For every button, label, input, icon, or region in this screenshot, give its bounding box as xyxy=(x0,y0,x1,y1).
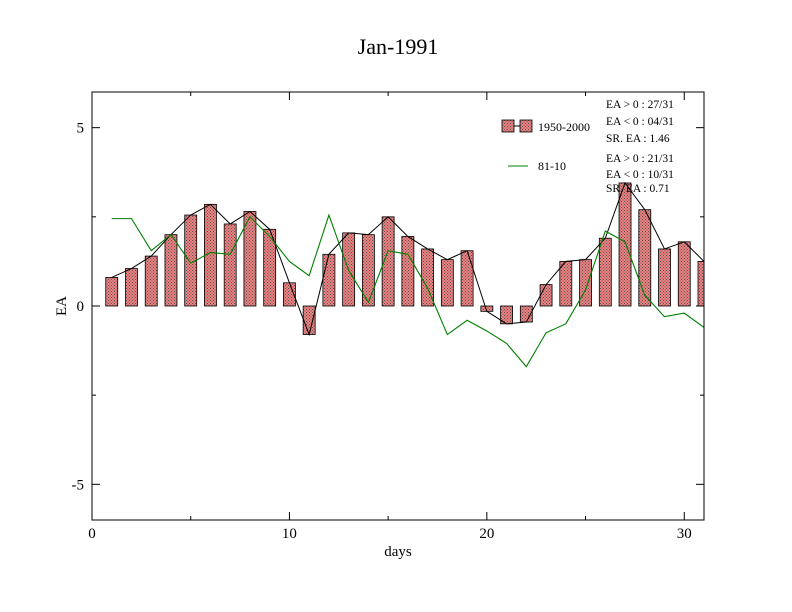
stats-line: SR. EA : 1.46 xyxy=(606,133,670,145)
bar-1950-2000-day-18 xyxy=(440,259,454,307)
bar-1950-2000-day-7 xyxy=(223,223,237,307)
x-axis-label: days xyxy=(384,544,412,560)
plot-clip-group xyxy=(105,181,704,368)
bar-1950-2000-day-19 xyxy=(460,250,474,307)
y-axis-label: EA xyxy=(54,296,70,316)
chart-title: Jan-1991 xyxy=(358,34,439,59)
stats-line: SR. EA : 0.71 xyxy=(606,183,670,195)
plot-area xyxy=(105,181,704,368)
bar-1950-2000-day-2 xyxy=(125,268,138,307)
stats-line: EA < 0 : 04/31 xyxy=(606,116,674,128)
bar-1950-2000-day-31 xyxy=(697,261,704,307)
bar-1950-2000-day-23 xyxy=(539,284,553,307)
bar-1950-2000-day-28 xyxy=(638,209,652,307)
bar-1950-2000-day-26 xyxy=(598,237,612,307)
x-tick-label: 30 xyxy=(677,526,692,542)
axes: 0 10 20 30 -5 0 5 xyxy=(72,91,705,542)
stats-line: EA < 0 : 10/31 xyxy=(606,169,674,181)
bar-1950-2000-day-11 xyxy=(302,305,316,335)
bar-1950-2000-day-25 xyxy=(579,259,592,307)
bar-1950-2000-day-30 xyxy=(677,241,691,307)
bar-1950-2000-day-1 xyxy=(105,277,119,307)
legend-label-1950-2000: 1950-2000 xyxy=(538,120,590,134)
bar-1950-2000-day-4 xyxy=(164,234,178,307)
x-tick-label: 10 xyxy=(282,526,297,542)
stats-line: EA > 0 : 27/31 xyxy=(606,99,674,111)
y-tick-label: 5 xyxy=(77,121,85,137)
stats-line: EA > 0 : 21/31 xyxy=(606,153,674,165)
legend: 1950-2000 81-10 EA > 0 : 27/31 EA < 0 : 04/… xyxy=(501,99,674,195)
legend-label-81-10: 81-10 xyxy=(538,159,566,173)
bar-1950-2000-day-27 xyxy=(618,182,632,307)
bar-1950-2000-day-3 xyxy=(144,255,158,307)
bar-1950-2000-day-24 xyxy=(559,261,573,307)
line-81-10 xyxy=(111,213,704,368)
line-1950-2000 xyxy=(111,181,704,337)
legend-swatch-1950-2000-b xyxy=(519,119,533,133)
bar-1950-2000-day-12 xyxy=(322,253,336,307)
legend-swatch-1950-2000 xyxy=(501,119,515,133)
y-tick-label: -5 xyxy=(72,477,85,493)
x-tick-label: 20 xyxy=(479,526,494,542)
bar-1950-2000-day-29 xyxy=(658,248,671,307)
y-tick-label: 0 xyxy=(77,299,85,315)
bar-1950-2000-day-16 xyxy=(401,236,415,307)
x-tick-label: 0 xyxy=(88,526,96,542)
